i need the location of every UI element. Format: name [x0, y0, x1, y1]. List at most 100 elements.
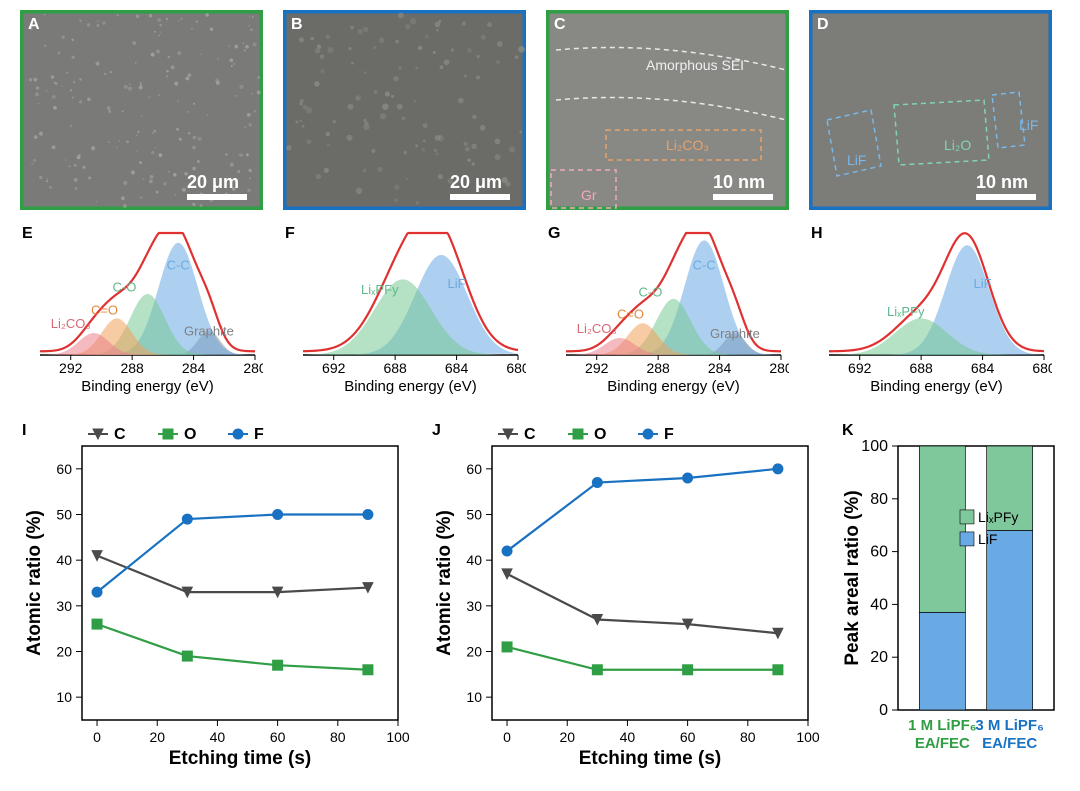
svg-text:C: C: [114, 426, 126, 443]
micrograph-annot: LiF: [847, 152, 866, 168]
micrograph-annot: Gr: [581, 187, 597, 203]
svg-text:100: 100: [861, 438, 888, 455]
xps-plot-H: 680684688692Binding energy (eV)LiFLiₓPFy: [809, 225, 1052, 400]
svg-text:EA/FEC: EA/FEC: [915, 735, 970, 752]
svg-text:60: 60: [870, 544, 888, 561]
svg-text:60: 60: [270, 729, 286, 745]
svg-text:C: C: [524, 426, 536, 443]
svg-text:284: 284: [708, 360, 732, 376]
xps-xlabel: Binding energy (eV): [344, 378, 477, 395]
svg-text:692: 692: [322, 360, 346, 376]
xps-xlabel: Binding energy (eV): [81, 378, 214, 395]
xps-peak-label: C-C: [693, 258, 716, 273]
svg-text:3 M LiPF₆: 3 M LiPF₆: [975, 717, 1043, 734]
svg-text:Etching time (s): Etching time (s): [169, 748, 312, 769]
svg-text:20: 20: [149, 729, 165, 745]
svg-text:50: 50: [56, 507, 72, 523]
svg-text:688: 688: [909, 360, 933, 376]
svg-text:80: 80: [740, 729, 756, 745]
panel-letter-F: F: [285, 225, 295, 243]
svg-text:680: 680: [1032, 360, 1052, 376]
line-plot-J: 020406080100102030405060Etching time (s)…: [430, 420, 820, 775]
panel-letter-A: A: [28, 16, 40, 34]
svg-text:0: 0: [93, 729, 101, 745]
micrograph-annot: Amorphous SEI: [646, 57, 744, 73]
micrograph-B: 20 μm: [283, 10, 526, 210]
svg-text:O: O: [184, 426, 196, 443]
xps-peak-label: Li₂CO₃: [577, 321, 617, 336]
xps-plot-G: 280284288292Binding energy (eV)GraphiteC…: [546, 225, 789, 400]
bar-plot-K: 0 20 40 60 80 100 Peak areal ratio (%) 1 M LiPF…: [840, 420, 1060, 775]
svg-text:Atomic ratio (%): Atomic ratio (%): [434, 510, 455, 656]
xps-peak-label: C=O: [617, 306, 644, 321]
svg-text:692: 692: [848, 360, 872, 376]
xps-peak-label: LiₓPFy: [361, 282, 399, 297]
xps-xlabel: Binding energy (eV): [870, 378, 1003, 395]
svg-text:0: 0: [879, 702, 888, 719]
svg-text:10: 10: [56, 689, 72, 705]
panel-letter-E: E: [22, 225, 33, 243]
svg-text:0: 0: [503, 729, 511, 745]
svg-text:LiₓPFy: LiₓPFy: [978, 509, 1018, 525]
svg-text:80: 80: [330, 729, 346, 745]
panel-letter-I: I: [22, 422, 26, 440]
svg-text:100: 100: [796, 729, 820, 745]
svg-text:40: 40: [870, 596, 888, 613]
svg-text:20: 20: [56, 644, 72, 660]
svg-text:680: 680: [506, 360, 526, 376]
xps-peak-label: LiₓPFy: [887, 304, 925, 319]
svg-text:20: 20: [870, 649, 888, 666]
svg-text:40: 40: [210, 729, 226, 745]
svg-text:80: 80: [870, 491, 888, 508]
svg-text:40: 40: [56, 552, 72, 568]
svg-text:EA/FEC: EA/FEC: [982, 735, 1037, 752]
panel-letter-B: B: [291, 16, 303, 34]
svg-text:Atomic ratio (%): Atomic ratio (%): [24, 510, 45, 656]
xps-peak-label: C-O: [639, 284, 663, 299]
svg-text:30: 30: [56, 598, 72, 614]
scalebar-label: 10 nm: [713, 172, 765, 192]
xps-peak-label: Graphite: [710, 326, 760, 341]
panel-letter-H: H: [811, 225, 823, 243]
svg-text:O: O: [594, 426, 606, 443]
micrograph-C: Amorphous SEILi₂CO₃Gr10 nm: [546, 10, 789, 210]
xps-peak-label: Li₂CO₃: [51, 316, 91, 331]
svg-text:100: 100: [386, 729, 410, 745]
svg-text:40: 40: [620, 729, 636, 745]
svg-text:20: 20: [559, 729, 575, 745]
scalebar-label: 10 nm: [976, 172, 1028, 192]
figure-root: 20 μm A 20 μm B Amorphous SEI Li₂CO₃ Gr 10 nm C L…: [0, 0, 1080, 791]
svg-text:10: 10: [466, 689, 482, 705]
svg-text:F: F: [664, 426, 674, 443]
xps-peak-label: Graphite: [184, 323, 234, 338]
scalebar-label: 20 μm: [187, 172, 239, 192]
xps-peak-label: C=O: [91, 303, 118, 318]
svg-text:280: 280: [769, 360, 789, 376]
line-plot-I: 0 20 40 60 80 100 10 20 30 40 50 60 Etching time (s)…: [20, 420, 410, 775]
svg-text:688: 688: [383, 360, 407, 376]
svg-text:280: 280: [243, 360, 263, 376]
svg-text:284: 284: [182, 360, 206, 376]
svg-text:292: 292: [59, 360, 83, 376]
svg-text:Peak areal ratio (%): Peak areal ratio (%): [842, 490, 863, 665]
panel-letter-C: C: [554, 16, 566, 34]
svg-text:30: 30: [466, 598, 482, 614]
micrograph-A: 20 μm: [20, 10, 263, 210]
panel-letter-D: D: [817, 16, 829, 34]
svg-text:288: 288: [120, 360, 144, 376]
svg-text:1 M LiPF₆: 1 M LiPF₆: [908, 717, 976, 734]
svg-text:684: 684: [445, 360, 469, 376]
xps-peak-label: LiF: [974, 276, 992, 291]
xps-peak-label: C-O: [113, 280, 137, 295]
scalebar-label: 20 μm: [450, 172, 502, 192]
xps-plot-F: 680684688692Binding energy (eV)LiFLiₓPFy: [283, 225, 526, 400]
micrograph-annot: LiF: [1019, 117, 1038, 133]
panel-letter-K: K: [842, 422, 854, 440]
xps-plot-E: 280 284 288 292 Binding energy (eV) Graphite C…: [20, 225, 263, 400]
svg-text:F: F: [254, 426, 264, 443]
svg-text:Etching time (s): Etching time (s): [579, 748, 722, 769]
panel-letter-G: G: [548, 225, 560, 243]
svg-text:60: 60: [56, 461, 72, 477]
svg-text:60: 60: [466, 461, 482, 477]
svg-text:LiF: LiF: [978, 531, 997, 547]
